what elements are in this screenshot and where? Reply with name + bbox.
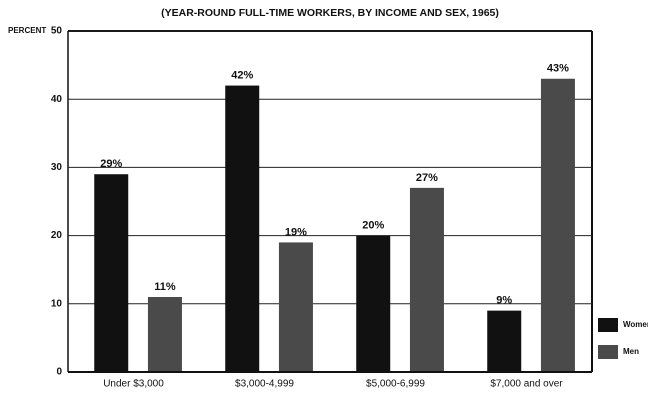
bar xyxy=(147,296,182,372)
x-tick-label: $5,000-6,999 xyxy=(366,379,425,390)
y-tick-label: 40 xyxy=(51,94,63,105)
value-label: 9% xyxy=(496,295,512,307)
bar xyxy=(278,242,313,372)
value-label: 29% xyxy=(100,158,122,170)
x-tick-label: $7,000 and over xyxy=(490,379,563,390)
legend-label: Men xyxy=(623,347,639,356)
y-tick-label: 20 xyxy=(51,230,63,241)
bar xyxy=(487,310,522,372)
value-label: 20% xyxy=(362,220,384,232)
y-tick-label: 10 xyxy=(51,298,63,309)
y-tick-label: 30 xyxy=(51,162,63,173)
x-tick-label: $3,000-4,999 xyxy=(235,379,294,390)
value-label: 43% xyxy=(547,63,569,75)
chart-title: (YEAR-ROUND FULL-TIME WORKERS, BY INCOME… xyxy=(161,7,499,19)
value-label: 42% xyxy=(231,69,253,81)
y-tick-label: 0 xyxy=(56,367,62,378)
bar xyxy=(356,235,391,372)
legend-swatch xyxy=(598,345,618,359)
value-label: 19% xyxy=(285,226,307,238)
legend-swatch xyxy=(598,318,618,332)
y-axis-title: PERCENT xyxy=(8,26,46,35)
value-label: 11% xyxy=(154,281,176,293)
bar xyxy=(225,85,260,372)
bar xyxy=(540,78,575,373)
bar xyxy=(94,174,129,372)
legend-label: Women xyxy=(623,320,648,329)
value-label: 27% xyxy=(416,172,438,184)
bar xyxy=(409,187,444,372)
y-tick-label: 50 xyxy=(51,26,63,37)
x-tick-label: Under $3,000 xyxy=(103,379,164,390)
